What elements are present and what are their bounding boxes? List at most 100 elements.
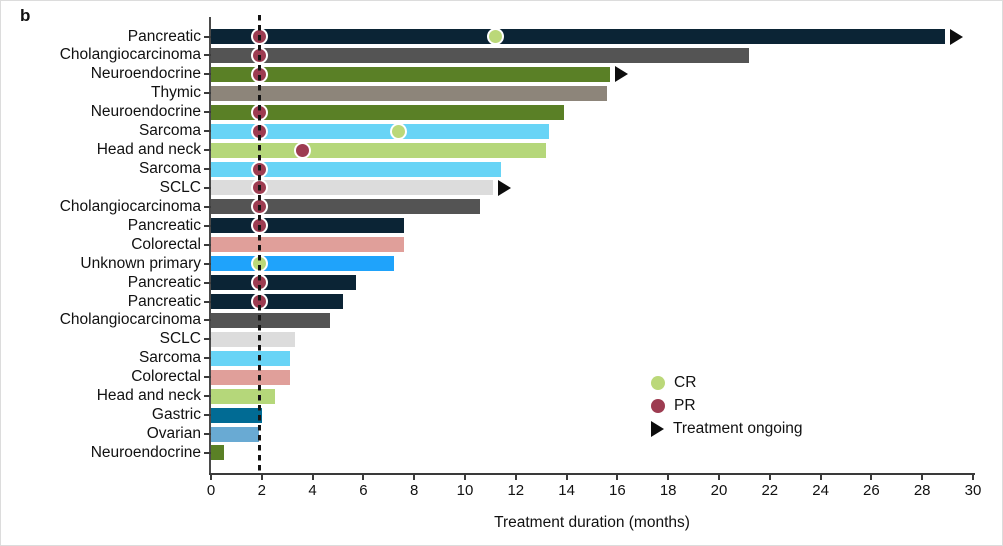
cr-marker-icon [651,375,665,390]
y-axis-label: Sarcoma [138,349,201,367]
x-axis-tick [311,475,314,480]
legend-item-pr: PR [651,394,803,417]
bar [211,312,331,328]
y-axis-tick [204,92,211,95]
y-axis-tick [204,111,211,114]
bar [211,369,290,385]
y-axis-tick [204,414,211,417]
y-axis-tick [204,376,211,379]
bar [211,85,608,101]
bar [211,104,565,120]
legend: CR PR Treatment ongoing [651,371,803,440]
bar [211,426,260,442]
x-axis-tick [921,475,924,480]
bar [211,350,290,366]
x-axis-tick [616,475,619,480]
x-tick-label: 4 [308,482,317,499]
y-axis-label: Sarcoma [138,122,201,140]
ongoing-triangle [950,28,964,45]
y-axis-line [209,17,211,475]
y-axis-tick [204,205,211,208]
reference-dashed-line [258,15,261,474]
y-axis-tick [204,338,211,341]
y-axis-label: Sarcoma [138,160,201,177]
y-axis-label: Cholangiocarcinoma [59,311,201,329]
x-axis-line [209,473,975,475]
pr-marker [293,141,311,159]
y-axis-label: Neuroendocrine [90,443,201,461]
x-tick-label: 12 [507,482,525,499]
x-tick-label: 2 [257,482,266,499]
x-tick-label: 22 [761,482,779,499]
y-axis-label: Unknown primary [80,254,201,272]
y-axis-tick [204,130,211,133]
x-tick-label: 24 [812,482,829,499]
bar [211,294,344,310]
x-axis-tick [718,475,720,480]
bar [211,161,501,177]
bar [211,275,356,291]
y-axis-label: Cholangiocarcinoma [59,46,201,64]
y-axis-label: Pancreatic [127,292,201,310]
y-axis-tick [204,300,211,303]
bar [211,66,610,82]
y-axis-label: SCLC [159,178,201,196]
y-axis-tick [204,451,211,454]
x-tick-label: 30 [964,482,982,499]
x-axis-tick [768,475,771,480]
legend-item-ongoing: Treatment ongoing [651,417,803,440]
y-axis-tick [204,262,211,265]
legend-item-cr: CR [651,371,803,394]
pr-marker-icon [651,398,665,413]
x-axis-tick [819,475,822,480]
y-axis-tick [204,35,211,38]
bar [211,331,295,347]
x-axis-title: Treatment duration (months) [494,514,690,531]
ongoing-triangle-icon [651,420,664,437]
x-axis-tick [362,475,365,480]
bar [211,388,275,404]
bar [211,142,547,158]
y-axis-label: Head and neck [96,387,201,405]
y-axis-tick [204,319,211,322]
bar [211,199,481,215]
x-tick-label: 8 [410,482,419,499]
y-axis-label: Pancreatic [127,27,201,45]
y-axis-tick [204,149,211,152]
x-tick-label: 6 [359,482,368,499]
x-axis-tick [260,475,263,480]
x-tick-label: 18 [659,482,677,499]
y-axis-label: Pancreatic [127,216,201,234]
x-tick-label: 20 [710,482,728,499]
x-tick-label: 0 [206,482,216,499]
y-axis-tick [204,54,211,57]
y-axis-label: Cholangiocarcinoma [59,197,201,215]
x-tick-label: 10 [456,482,474,499]
y-axis-tick [204,186,211,189]
y-axis-label: Colorectal [131,368,201,386]
legend-label-ongoing: Treatment ongoing [673,420,803,437]
y-axis-tick [204,73,211,76]
cr-marker [390,122,408,140]
x-axis-tick [413,475,416,480]
bar [211,218,405,234]
panel-label: b [20,6,31,25]
bar [211,407,262,423]
x-tick-label: 28 [913,482,931,499]
y-axis-label: Ovarian [146,425,201,443]
x-tick-label: 16 [609,482,626,499]
y-axis-tick [204,281,211,284]
legend-label-pr: PR [674,397,696,414]
x-axis-tick [464,475,466,480]
y-axis-tick [204,357,211,360]
bar [211,445,224,461]
x-axis-tick [870,475,873,480]
bar [211,256,394,272]
bar [211,237,405,253]
x-tick-label: 14 [558,482,575,499]
y-axis-tick [204,168,211,170]
x-axis-tick [514,475,517,480]
y-axis-tick [204,243,211,246]
x-axis-tick [210,475,212,480]
